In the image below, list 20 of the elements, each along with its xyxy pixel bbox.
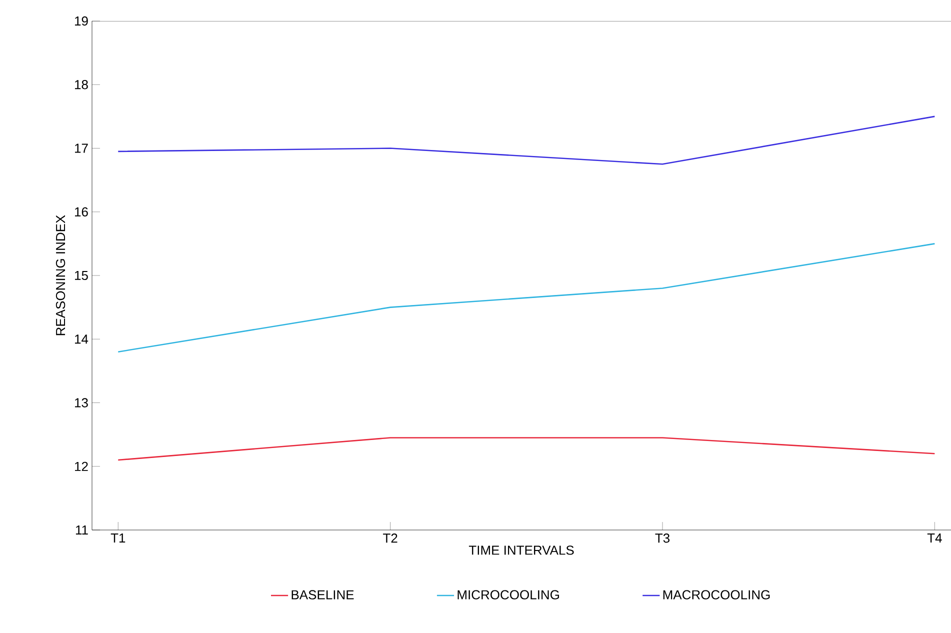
y-tick-label: 14 <box>74 334 88 344</box>
legend-label: MICROCOOLING <box>458 590 559 600</box>
y-tick-label: 11 <box>76 526 88 534</box>
x-tick-label: T2 <box>383 534 398 543</box>
y-tick-label: 13 <box>74 398 88 408</box>
legend-label: MACROCOOLING <box>663 590 770 600</box>
y-tick-label: 19 <box>74 16 88 26</box>
line-series <box>117 116 936 165</box>
y-tick-label: 15 <box>74 270 88 280</box>
y-tick-label: 16 <box>74 207 88 216</box>
legend-label: BASELINE <box>292 590 354 600</box>
line-series <box>117 243 936 352</box>
x-tick-label: T4 <box>927 534 942 542</box>
x-tick-label: T3 <box>655 534 670 543</box>
x-tick-label: T1 <box>110 534 126 542</box>
y-tick-label: 17 <box>74 144 88 153</box>
y-tick-label: 12 <box>74 462 88 471</box>
x-axis-title: TIME INTERVALS <box>468 546 574 555</box>
y-tick-label: 18 <box>74 80 88 90</box>
y-axis-title: REASONING INDEX <box>56 215 66 336</box>
